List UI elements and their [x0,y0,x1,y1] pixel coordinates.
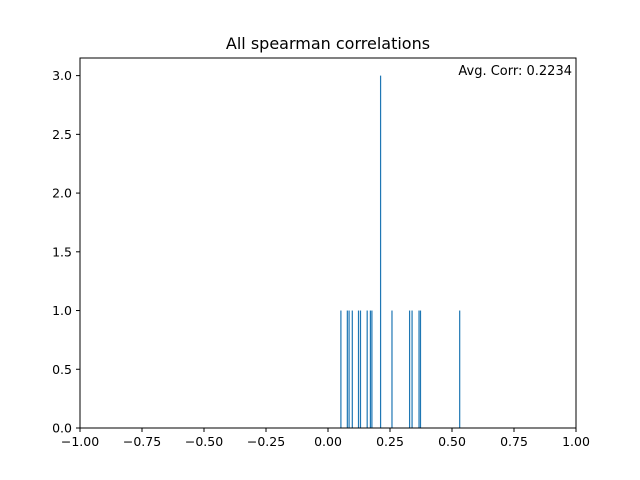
y-tick-label-6: 3.0 [52,68,72,83]
y-tick-label-0: 0.0 [52,421,72,436]
y-tick-label-3: 1.5 [52,244,72,259]
histogram-bar-13 [418,310,420,428]
histogram-bar-7 [369,310,372,428]
histogram-bar-4 [357,310,360,428]
histogram-bar-9 [379,75,382,429]
x-tick-label-8: 1.00 [562,434,590,449]
x-tick-label-3: −0.25 [247,434,285,449]
histogram-bar-12 [411,310,413,428]
x-tick-label-1: −0.75 [123,434,161,449]
histogram-bar-15 [459,310,461,428]
avg-corr-annotation: Avg. Corr: 0.2234 [458,64,572,79]
histogram-bar-6 [366,310,368,428]
histogram-bar-2 [348,310,350,428]
histogram-bar-3 [351,310,353,428]
histogram-bar-11 [408,310,411,428]
y-tick-label-5: 2.5 [52,127,72,142]
chart-title: All spearman correlations [226,34,430,53]
y-tick-label-1: 0.5 [52,362,72,377]
histogram-bar-1 [346,310,348,428]
histogram-bar-8 [371,310,373,428]
bars-layer [340,75,461,429]
x-tick-label-4: 0.00 [314,434,342,449]
histogram-bar-0 [340,310,342,428]
histogram-bar-14 [419,310,422,428]
histogram-bar-10 [391,310,393,428]
ticks-layer: −1.00 −0.75 −0.50 −0.25 0.00 0.25 0.50 0.75 1.00… [52,68,590,449]
x-tick-label-2: −0.50 [185,434,223,449]
x-tick-label-0: −1.00 [61,434,99,449]
y-tick-label-2: 1.0 [52,303,72,318]
x-tick-label-6: 0.50 [438,434,466,449]
x-tick-label-5: 0.25 [376,434,404,449]
histogram-bar-5 [359,310,362,428]
x-tick-label-7: 0.75 [500,434,528,449]
y-tick-label-4: 2.0 [52,186,72,201]
plot-frame [79,57,577,429]
